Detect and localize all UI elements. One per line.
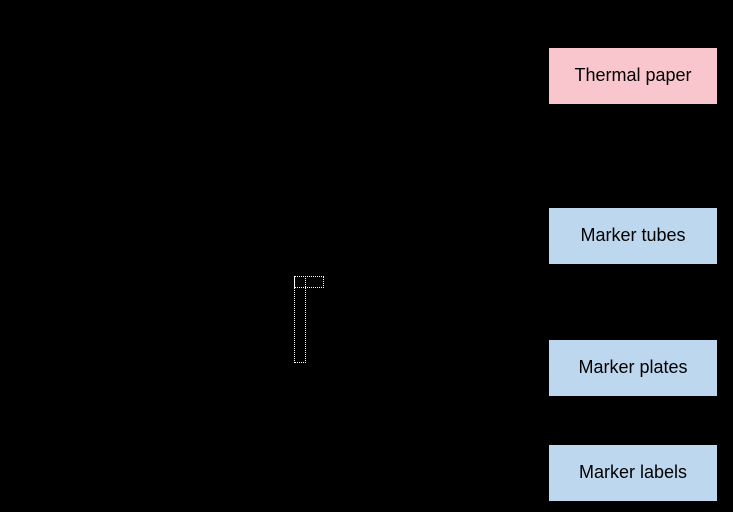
node-thermal-paper: Thermal paper (548, 47, 718, 105)
node-thermal-paper-label: Thermal paper (574, 65, 691, 87)
dotted-rect-horizontal (294, 276, 324, 288)
node-marker-labels: Marker labels (548, 444, 718, 502)
node-marker-tubes-label: Marker tubes (580, 225, 685, 247)
node-marker-tubes: Marker tubes (548, 207, 718, 265)
node-marker-plates-label: Marker plates (578, 357, 687, 379)
dotted-rect-vertical (294, 276, 306, 363)
node-marker-plates: Marker plates (548, 339, 718, 397)
node-marker-labels-label: Marker labels (579, 462, 687, 484)
